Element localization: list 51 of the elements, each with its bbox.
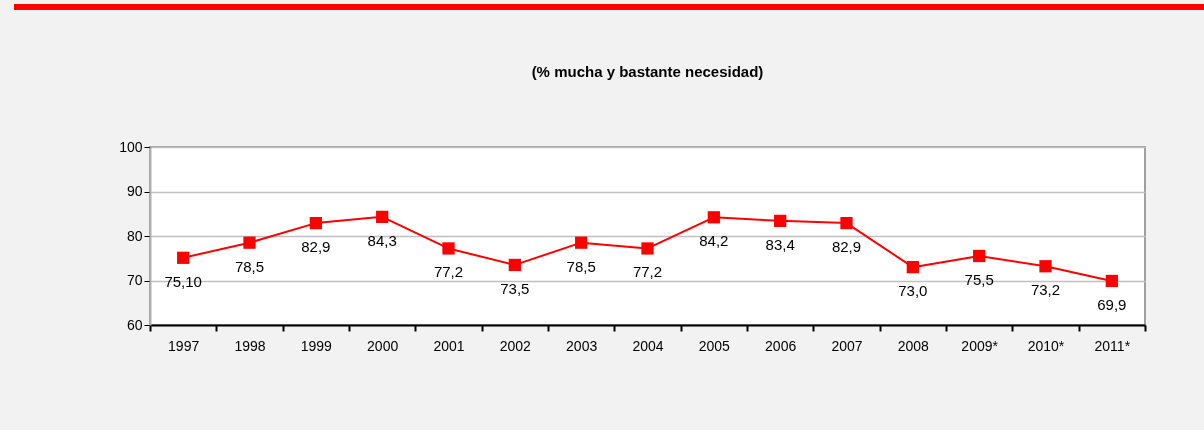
point <box>707 211 720 224</box>
data-label: 77,2 <box>632 263 663 281</box>
x-tick-label: 1999 <box>300 337 333 354</box>
data-label: 73,2 <box>1030 281 1061 299</box>
data-label: 78,5 <box>566 257 596 275</box>
x-tick-label: 2006 <box>765 337 797 354</box>
point <box>973 249 986 263</box>
data-label: 82,9 <box>301 238 331 256</box>
point <box>177 251 190 264</box>
point <box>243 236 256 249</box>
x-tick-label: 2003 <box>566 337 598 354</box>
point <box>906 261 919 274</box>
data-label: 82,9 <box>831 238 862 256</box>
x-tick-label: 2005 <box>698 337 731 354</box>
data-label: 73,5 <box>500 279 530 297</box>
point <box>442 242 455 255</box>
point <box>376 210 389 223</box>
point <box>508 258 521 272</box>
x-tick-label: 2004 <box>632 337 664 354</box>
point <box>1039 260 1052 273</box>
x-tick-label: 2001 <box>433 337 465 354</box>
x-tick-label: 2010* <box>1027 337 1065 354</box>
data-label: 83,4 <box>765 235 795 253</box>
chart-title: (% mucha y bastante necesidad) <box>531 63 764 80</box>
point <box>1105 274 1118 288</box>
y-tick-label: 100 <box>119 138 143 155</box>
x-tick-label: 2011* <box>1094 337 1131 354</box>
y-tick-label: 80 <box>126 227 143 244</box>
x-tick-label: 2002 <box>499 337 532 354</box>
x-tick-label: 1998 <box>234 337 266 354</box>
data-label: 84,3 <box>367 231 397 249</box>
data-label: 84,2 <box>699 232 729 250</box>
x-tick-label: 2008 <box>897 337 930 354</box>
x-tick-label: 1997 <box>168 337 200 354</box>
data-label: 69,9 <box>1097 295 1127 313</box>
data-label: 75,5 <box>964 271 994 289</box>
x-tick-label: 2000 <box>367 337 399 354</box>
data-label: 75,10 <box>164 272 202 290</box>
data-label: 78,5 <box>234 257 265 275</box>
point <box>840 216 853 230</box>
point <box>641 242 654 255</box>
point <box>774 214 787 227</box>
y-tick-label: 60 <box>126 316 143 333</box>
y-tick-label: 70 <box>126 272 143 288</box>
data-label: 73,0 <box>898 282 928 300</box>
x-tick-label: 2009* <box>961 337 999 354</box>
x-tick-label: 2007 <box>831 337 863 354</box>
point <box>575 236 588 249</box>
y-tick-label: 90 <box>126 183 143 199</box>
point <box>309 216 322 230</box>
data-label: 77,2 <box>433 263 464 281</box>
